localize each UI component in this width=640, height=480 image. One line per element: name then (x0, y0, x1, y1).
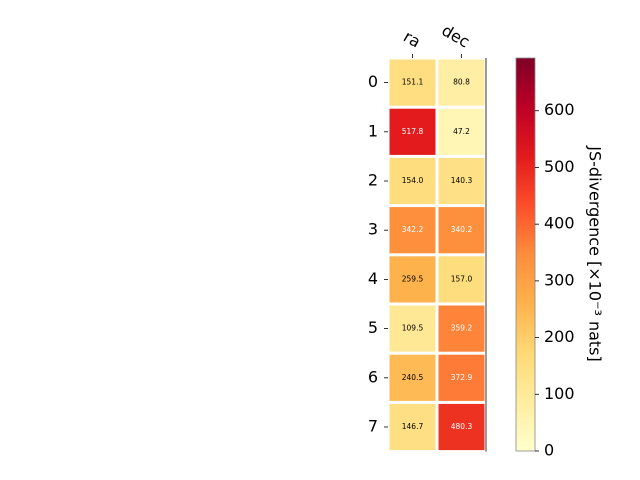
cell-value-label: 340.2 (451, 225, 473, 234)
colorbar-tick-label: 300 (544, 270, 575, 289)
cell-value-label: 154.0 (402, 176, 424, 185)
row-label: 1 (368, 121, 378, 140)
heatmap-cell (438, 108, 485, 155)
colorbar-ticks: 0 100 200 300 400 500 600 (535, 100, 575, 460)
heatmap-cells: 151.1 80.8 517.8 47.2 154.0 140.3 342.2 340.2 25… (389, 59, 485, 451)
colorbar-tick-label: 400 (544, 214, 575, 233)
colorbar-label: JS-divergence [×10⁻³ nats] (586, 145, 605, 361)
colorbar-tick-label: 100 (544, 384, 575, 403)
colorbar-gradient (515, 57, 536, 452)
heatmap-cell (389, 59, 436, 106)
row-label: 5 (368, 318, 378, 337)
cell-value-label: 146.7 (402, 422, 424, 431)
heatmap-cell (389, 157, 436, 205)
cell-value-label: 359.2 (451, 324, 473, 333)
colorbar-tick-label: 200 (544, 327, 575, 346)
heatmap-cell (389, 207, 436, 254)
cell-value-label: 259.5 (402, 274, 424, 283)
row-label: 0 (368, 72, 378, 91)
row-label: 6 (368, 367, 378, 386)
cell-value-label: 517.8 (402, 127, 424, 136)
cell-value-label: 240.5 (402, 373, 424, 382)
row-label: 2 (368, 171, 378, 190)
cell-value-label: 372.9 (451, 373, 473, 382)
heatmap-cell (438, 207, 485, 254)
cell-value-label: 342.2 (402, 225, 424, 234)
cell-value-label: 480.3 (451, 422, 473, 431)
cell-value-label: 157.0 (451, 274, 473, 283)
cell-value-label: 80.8 (453, 78, 470, 87)
cell-value-label: 151.1 (402, 78, 424, 87)
row-label: 3 (368, 220, 378, 239)
heatmap-cell (438, 157, 485, 205)
heatmap-cell (438, 59, 485, 106)
heatmap-cell (389, 108, 436, 155)
heatmap-cell (438, 305, 485, 352)
cell-value-label: 109.5 (402, 324, 424, 333)
cell-value-label: 140.3 (451, 176, 473, 185)
row-label: 7 (368, 417, 378, 436)
colorbar-tick-label: 0 (544, 441, 554, 460)
heatmap-cell (389, 305, 436, 352)
colorbar: 0 100 200 300 400 500 600 JS-divergence [×10⁻³… (515, 57, 605, 460)
colorbar-tick-label: 600 (544, 100, 575, 119)
heatmap-cell (438, 403, 485, 451)
row-label: 4 (368, 269, 378, 288)
heatmap-cell (438, 354, 485, 401)
heatmap-cell (389, 403, 436, 451)
heatmap-cell (389, 256, 436, 303)
cell-value-label: 47.2 (453, 127, 470, 136)
column-label: dec (439, 21, 473, 52)
heatmap-cell (389, 354, 436, 401)
column-label: ra (400, 27, 424, 52)
heatmap-cell (438, 256, 485, 303)
colorbar-tick-label: 500 (544, 157, 575, 176)
